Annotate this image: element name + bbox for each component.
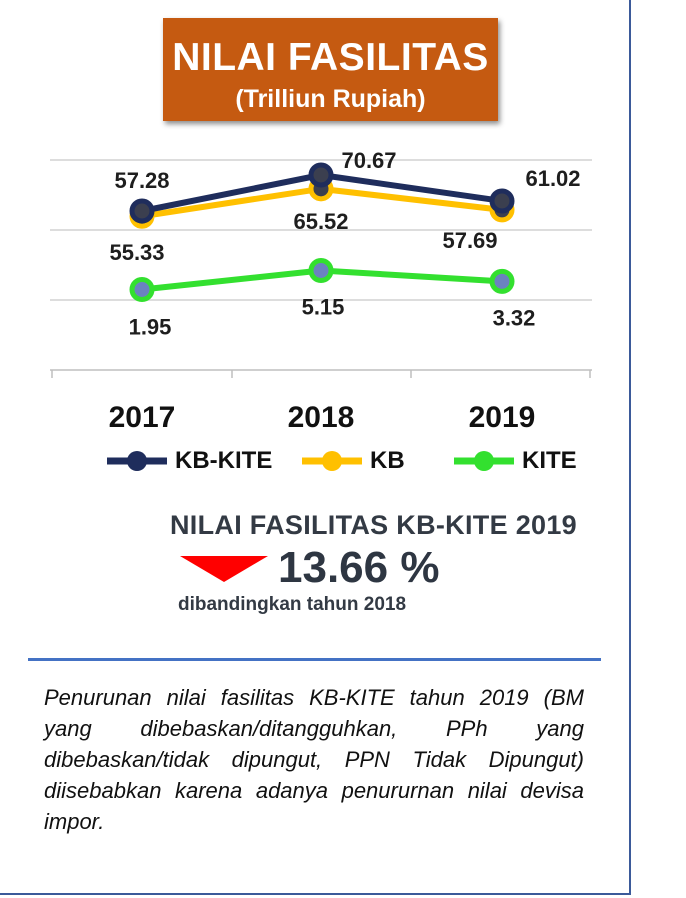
data-label-kite-2018: 5.15 bbox=[302, 295, 345, 320]
stat-heading: NILAI FASILITAS KB-KITE 2019 bbox=[170, 510, 577, 540]
legend-item-kb: KB bbox=[300, 444, 405, 478]
data-label-kb-kite-2018: 70.67 bbox=[341, 148, 396, 173]
data-label-kite-2017: 1.95 bbox=[129, 315, 172, 340]
data-point-kb-kite-2017 bbox=[129, 198, 155, 224]
legend-marker-kb bbox=[302, 451, 362, 471]
legend-item-kb-kite: KB-KITE bbox=[105, 444, 272, 478]
legend-label-kb: KB bbox=[370, 447, 405, 474]
title-banner: NILAI FASILITAS (Trilliun Rupiah) bbox=[163, 18, 498, 121]
data-label-kb-kite-2017: 57.28 bbox=[114, 168, 169, 193]
legend-label-kite: KITE bbox=[522, 447, 577, 474]
down-arrow-icon bbox=[180, 556, 268, 582]
data-label-kb-2018: 65.52 bbox=[293, 209, 348, 234]
section-divider bbox=[28, 658, 601, 661]
data-point-kite-2019 bbox=[489, 268, 515, 294]
chart-title: NILAI FASILITAS bbox=[172, 36, 489, 79]
legend-marker-kite bbox=[454, 451, 514, 471]
x-tick-label-2017: 2017 bbox=[109, 401, 176, 434]
legend-label-kb-kite: KB-KITE bbox=[175, 447, 273, 474]
frame-border-right bbox=[629, 0, 631, 895]
data-label-kb-kite-2019: 61.02 bbox=[525, 166, 580, 191]
explanation-note: Penurunan nilai fasilitas KB-KITE tahun … bbox=[44, 685, 584, 834]
legend-item-kite: KITE bbox=[452, 444, 577, 478]
down-arrow-shape bbox=[180, 556, 268, 582]
data-point-kb-kite-2018 bbox=[308, 162, 334, 188]
data-label-kite-2019: 3.32 bbox=[493, 305, 536, 330]
stat-caption: dibandingkan tahun 2018 bbox=[178, 594, 407, 615]
line-chart: 57.28 70.67 61.02 55.33 65.52 57.69 1.95 5.15 3.… bbox=[50, 148, 592, 434]
frame-border-bottom bbox=[0, 893, 631, 895]
x-tick-label-2019: 2019 bbox=[469, 401, 536, 434]
data-point-kite-2018 bbox=[308, 258, 334, 283]
data-point-kite-2017 bbox=[129, 277, 155, 302]
data-point-kb-kite-2019 bbox=[489, 188, 515, 214]
legend-dot-kb bbox=[322, 451, 342, 471]
data-label-kb-2019: 57.69 bbox=[442, 228, 497, 253]
legend-marker-kb-kite bbox=[107, 451, 167, 471]
stat-percentage: 13.66 % bbox=[278, 543, 440, 592]
legend-dot-kite bbox=[474, 451, 494, 471]
x-tick-label-2018: 2018 bbox=[288, 401, 355, 434]
data-label-kb-2017: 55.33 bbox=[109, 240, 164, 265]
legend-dot-kb-kite bbox=[127, 451, 147, 471]
chart-subtitle: (Trilliun Rupiah) bbox=[235, 85, 426, 113]
